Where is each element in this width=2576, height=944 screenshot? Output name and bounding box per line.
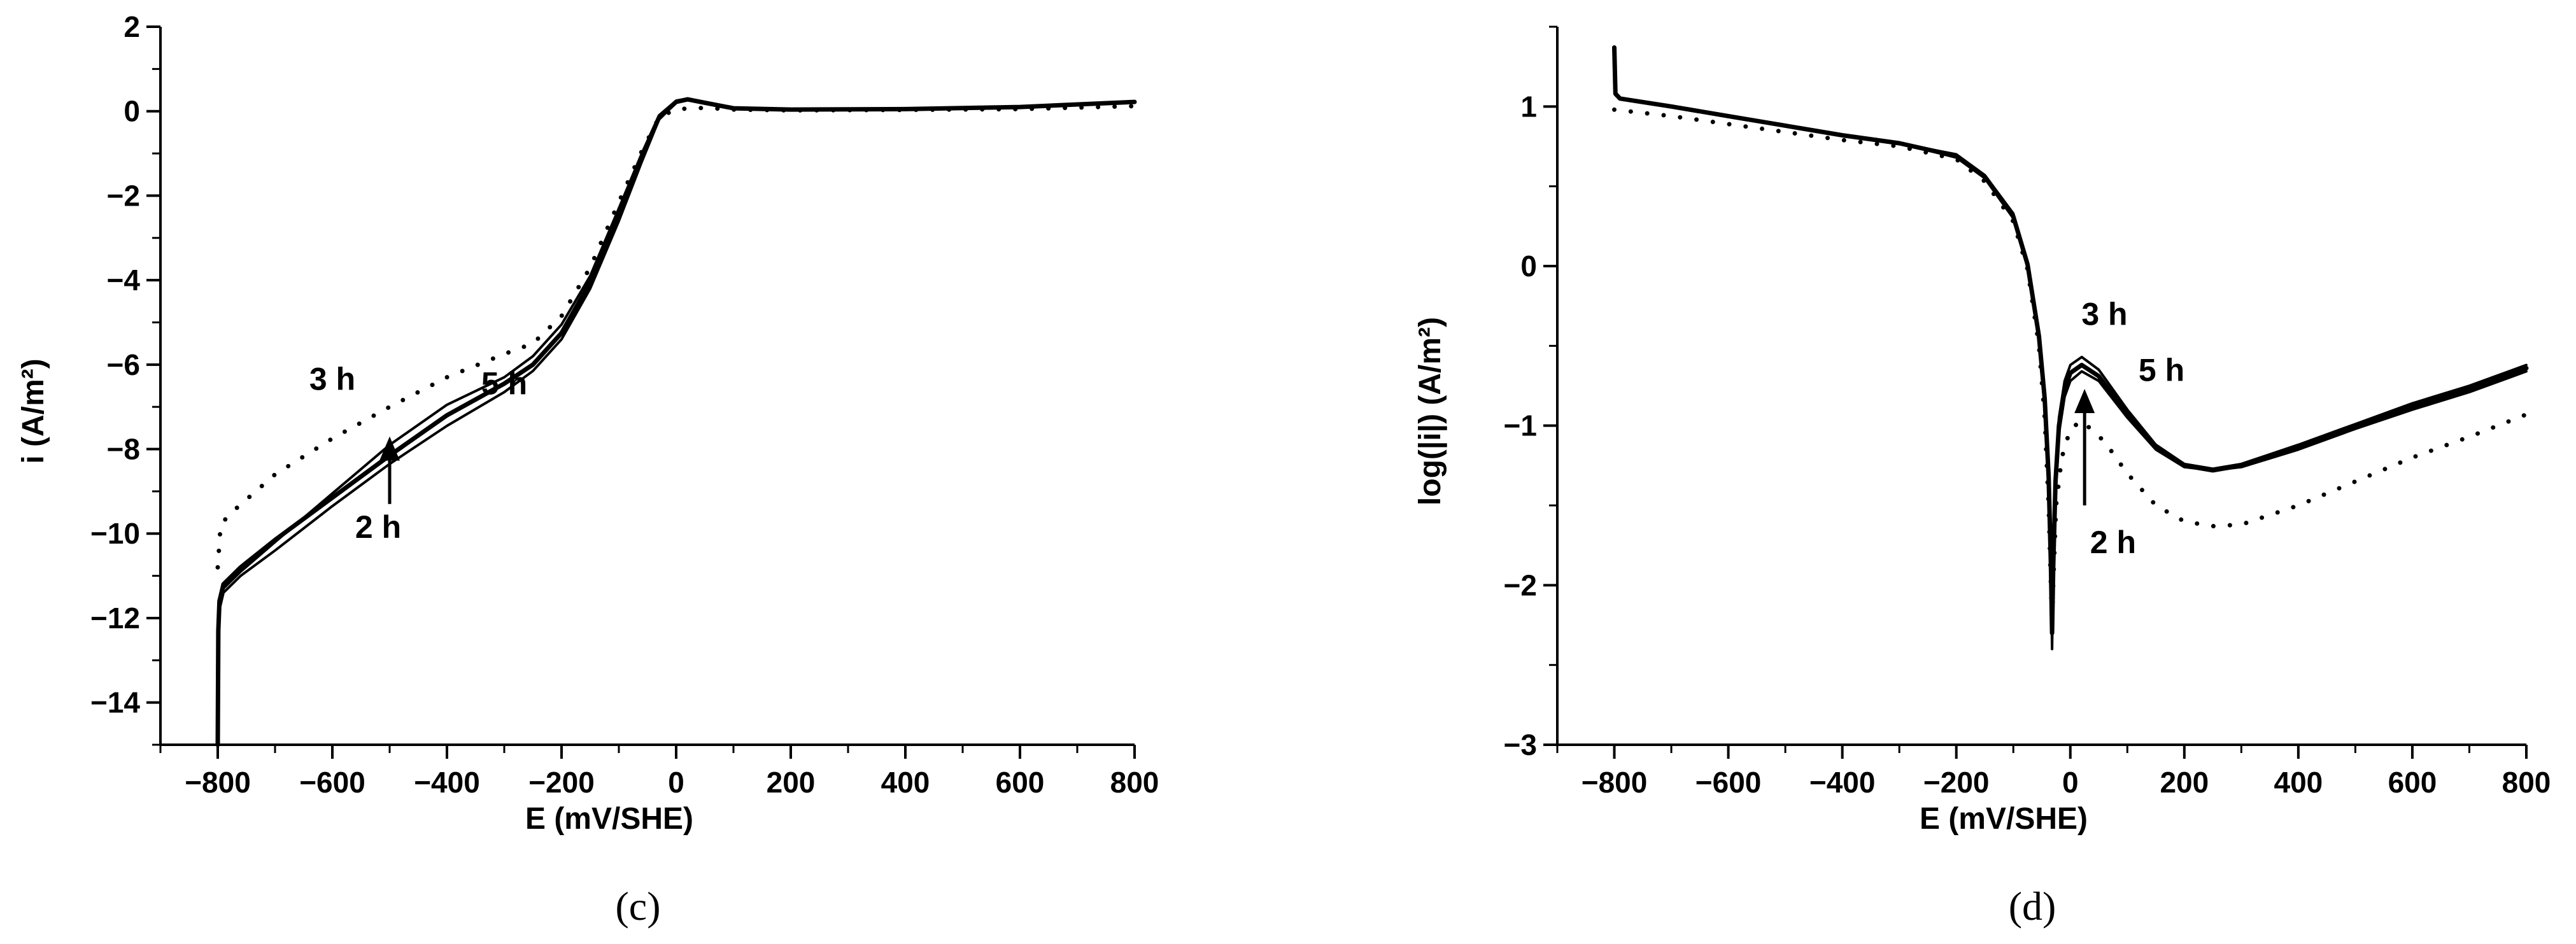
x-tick-label: −400 <box>1809 766 1876 799</box>
series-line-2h <box>1613 46 2528 626</box>
x-tick-label: −800 <box>185 766 251 799</box>
series-line-dotted <box>215 104 1137 570</box>
x-tick-label: −600 <box>299 766 365 799</box>
series-line-3h <box>1613 46 2528 651</box>
x-tick-label: 600 <box>996 766 1045 799</box>
y-tick-label: −12 <box>90 602 140 635</box>
y-tick-label: 1 <box>1520 90 1537 123</box>
x-axis-label: E (mV/SHE) <box>525 802 693 836</box>
y-tick-label: −8 <box>107 433 140 466</box>
series-annotation-label: 2 h <box>2090 525 2136 560</box>
chart-panel-c: −800 −600 −400 −200 0 200 400 600 800 2 0 −2 −4 −6 −8 −… <box>17 10 1159 929</box>
x-tick-label: 0 <box>2062 766 2079 799</box>
y-tick-label: −2 <box>1504 568 1537 602</box>
y-tick-label: 2 <box>124 10 140 43</box>
y-tick-label: −14 <box>90 686 140 719</box>
series-annotation-label: 3 h <box>2081 297 2127 332</box>
x-tick-label: −400 <box>414 766 480 799</box>
x-axis-label: E (mV/SHE) <box>1920 802 2088 836</box>
series-line-5h <box>1612 45 2529 635</box>
x-tick-label: 200 <box>767 766 816 799</box>
series-annotation-label: 5 h <box>2139 352 2184 388</box>
y-tick-label: −1 <box>1504 409 1537 442</box>
x-tick-label: −200 <box>528 766 595 799</box>
time-arrow-head <box>379 436 400 461</box>
y-tick-label: 0 <box>124 95 140 128</box>
chart-panel-d: −800 −600 −400 −200 0 200 400 600 800 1 0 −1 −2 −3 E (… <box>1413 25 2551 929</box>
series-line-5h <box>215 97 1137 747</box>
series-annotation-label: 3 h <box>309 362 355 397</box>
x-tick-label: −600 <box>1695 766 1762 799</box>
y-tick-label: 0 <box>1520 250 1537 283</box>
x-tick-label: 400 <box>881 766 930 799</box>
x-tick-label: 200 <box>2160 766 2209 799</box>
x-tick-label: −800 <box>1582 766 1648 799</box>
time-arrow-head <box>2074 389 2095 414</box>
y-tick-label: −2 <box>107 179 140 212</box>
series-line-3h <box>216 97 1136 746</box>
y-tick-label: −10 <box>90 517 140 550</box>
x-tick-label: 600 <box>2388 766 2437 799</box>
series-line-dotted <box>1612 107 2529 628</box>
y-tick-label: −4 <box>107 264 141 297</box>
x-tick-label: 0 <box>668 766 684 799</box>
x-tick-label: 800 <box>1110 766 1159 799</box>
y-tick-label: −6 <box>107 348 140 381</box>
series-annotation-label: 5 h <box>481 365 527 401</box>
x-tick-label: −200 <box>1923 766 1990 799</box>
panel-label: (d) <box>2009 884 2056 929</box>
y-axis-label: log(|i|) (A/m²) <box>1413 317 1447 505</box>
y-tick-label: −3 <box>1504 728 1537 761</box>
series-annotation-label: 2 h <box>355 509 401 545</box>
y-axis-label: i (A/m²) <box>17 358 50 463</box>
series-line-2h <box>216 98 1136 746</box>
x-tick-label: 800 <box>2502 766 2551 799</box>
panel-label: (c) <box>615 884 660 929</box>
x-tick-label: 400 <box>2274 766 2323 799</box>
